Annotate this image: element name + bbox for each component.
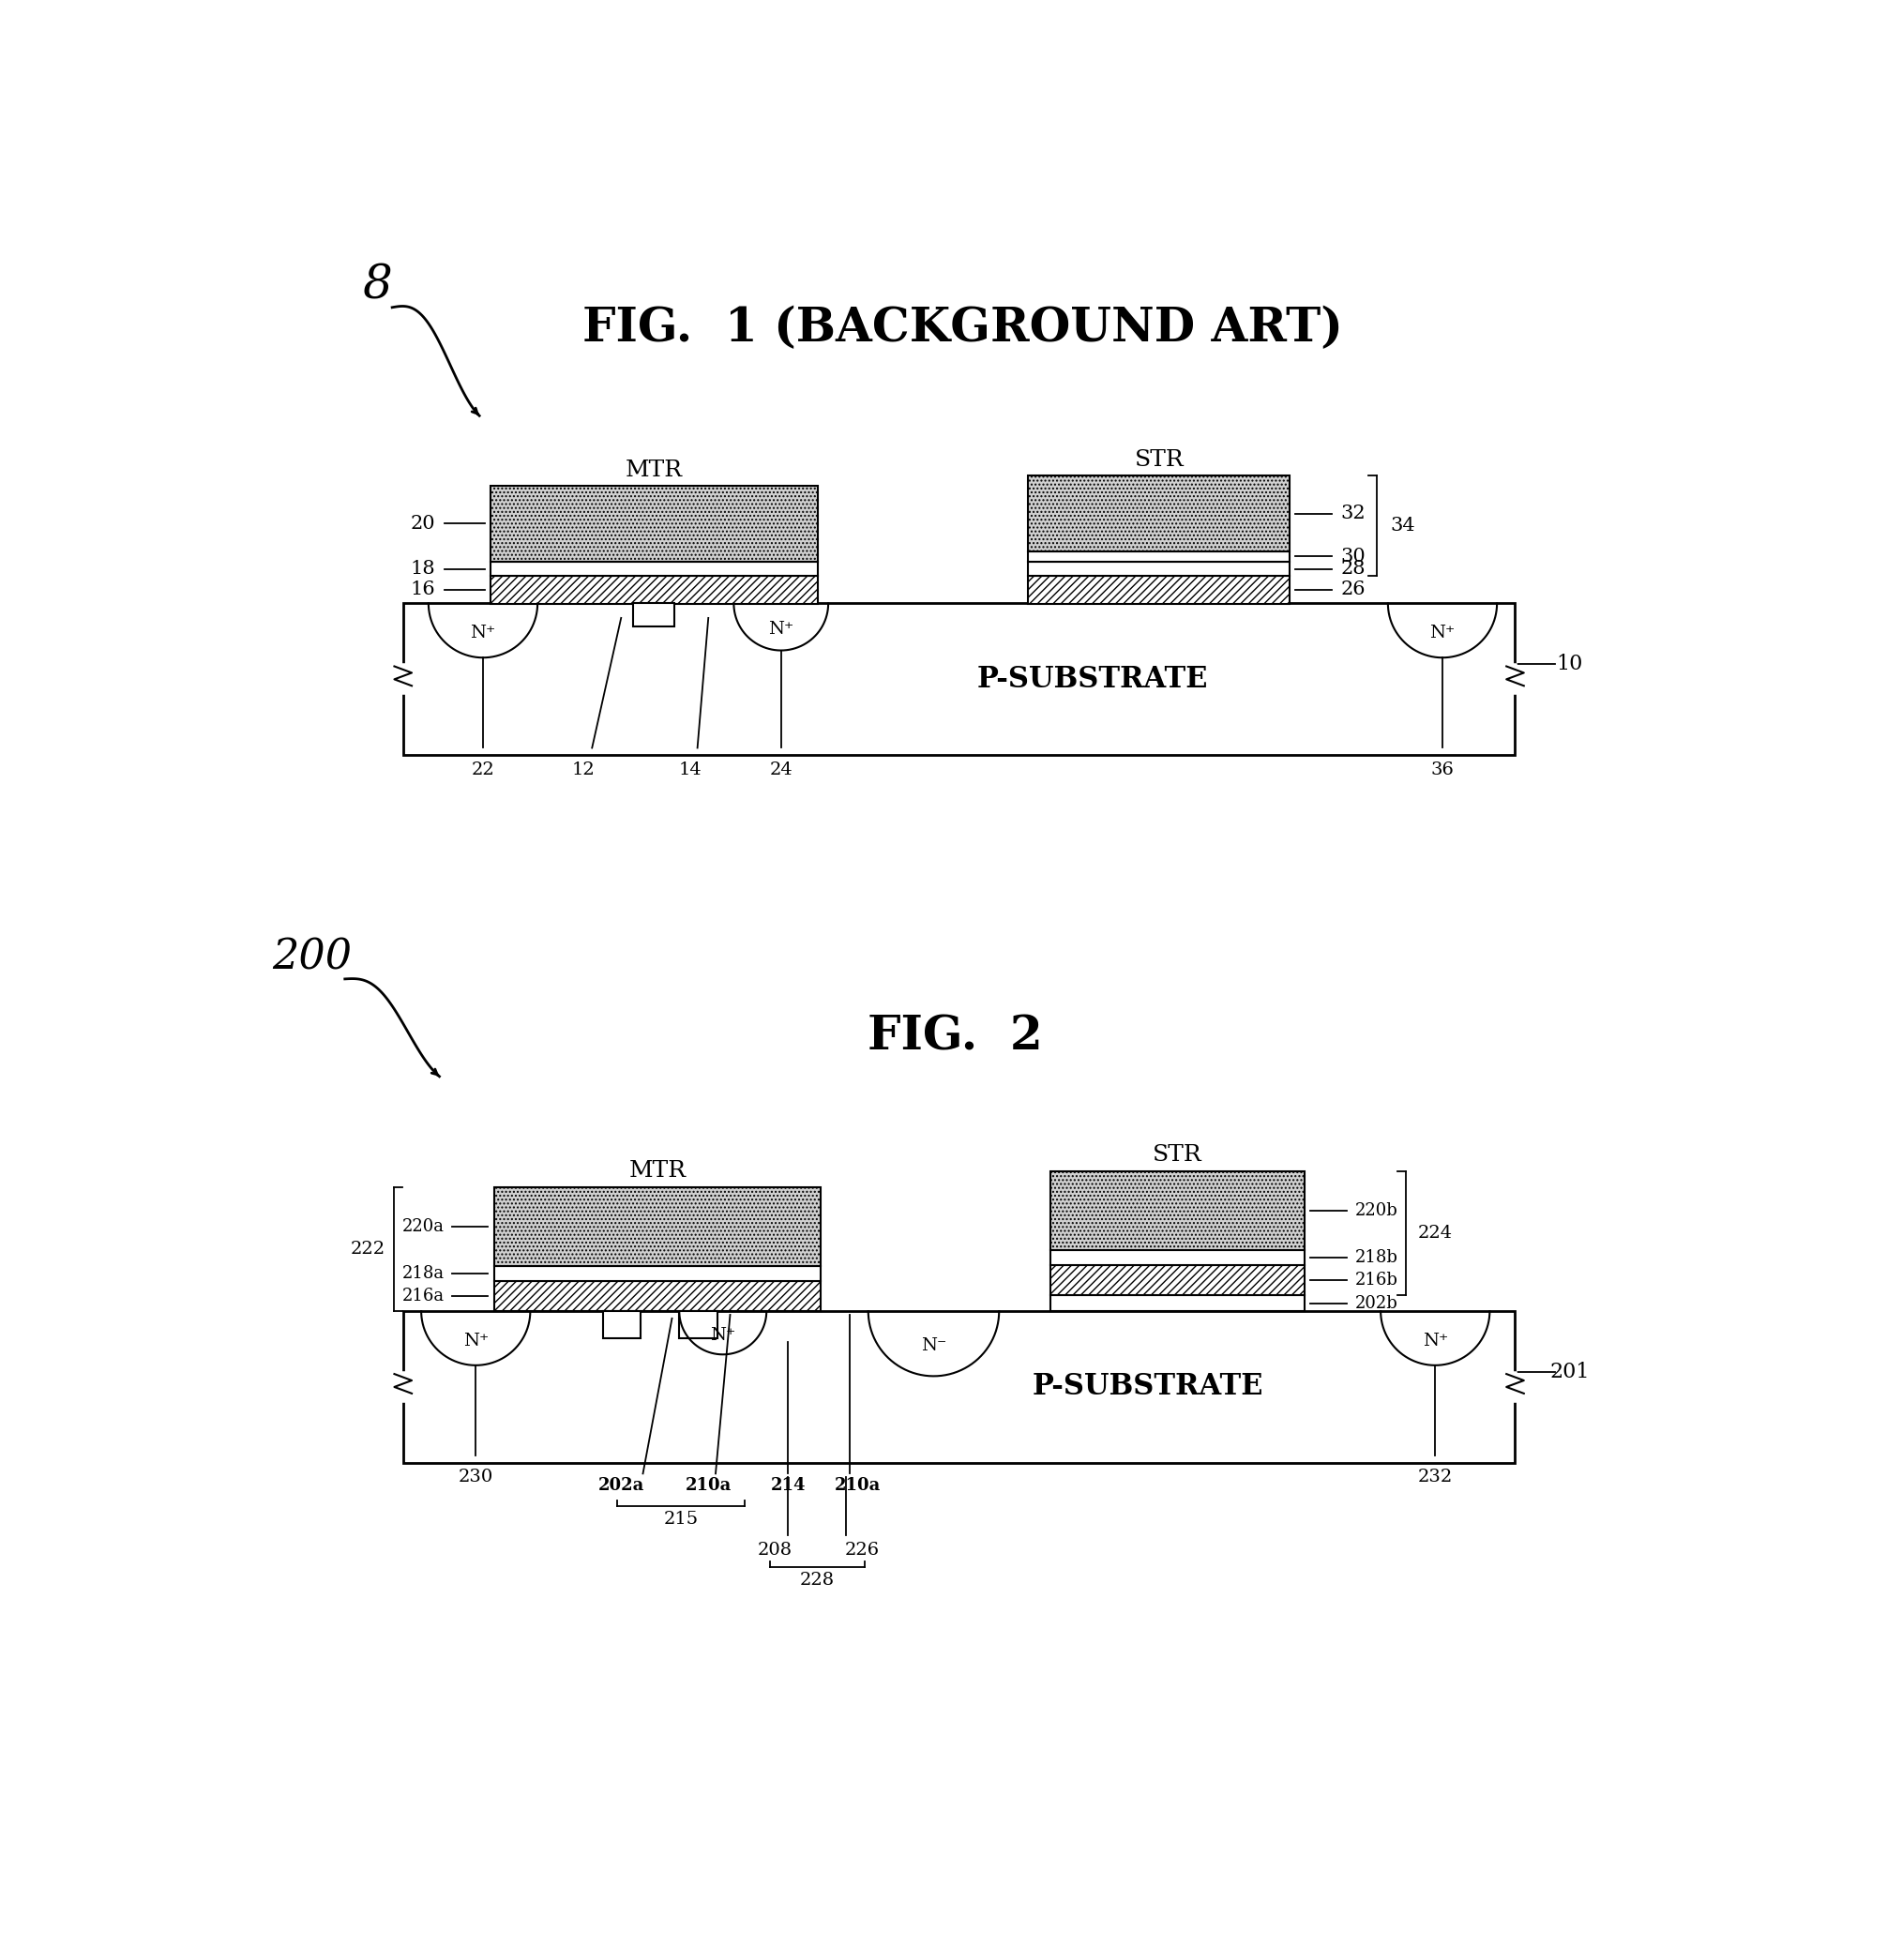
Bar: [1049, 1170, 1304, 1250]
Bar: [1028, 476, 1291, 551]
Text: N⁻: N⁻: [921, 1337, 947, 1354]
Text: 220b: 220b: [1355, 1201, 1398, 1219]
Text: 8: 8: [362, 263, 392, 310]
Bar: [494, 1188, 821, 1266]
Bar: [1049, 1296, 1304, 1311]
Text: 220a: 220a: [402, 1219, 445, 1235]
Text: 18: 18: [409, 561, 436, 578]
Text: 10: 10: [1557, 655, 1583, 674]
Text: 218a: 218a: [402, 1264, 445, 1282]
Bar: [404, 1311, 1515, 1462]
Text: 228: 228: [800, 1572, 834, 1590]
Bar: [494, 1266, 821, 1280]
Text: 26: 26: [1340, 580, 1366, 598]
Bar: [491, 486, 817, 563]
Text: 226: 226: [845, 1543, 879, 1558]
Text: 208: 208: [759, 1543, 793, 1558]
Text: 202a: 202a: [598, 1478, 643, 1494]
Bar: [1028, 576, 1291, 604]
Text: 214: 214: [770, 1478, 806, 1494]
Bar: [491, 563, 817, 576]
Text: 222: 222: [351, 1241, 385, 1258]
Text: 201: 201: [1549, 1362, 1589, 1382]
Bar: [1049, 1264, 1304, 1296]
Text: 218b: 218b: [1355, 1249, 1398, 1266]
Text: N⁺: N⁺: [1430, 625, 1455, 641]
Bar: [1049, 1250, 1304, 1264]
Text: 20: 20: [409, 515, 436, 533]
Text: 224: 224: [1417, 1225, 1453, 1241]
Text: 24: 24: [770, 760, 793, 778]
Text: STR: STR: [1153, 1145, 1202, 1166]
Text: FIG.  2: FIG. 2: [868, 1013, 1044, 1060]
Text: 216b: 216b: [1355, 1272, 1398, 1288]
Bar: [604, 1311, 642, 1339]
Text: 30: 30: [1340, 547, 1366, 564]
Bar: [1028, 563, 1291, 576]
Text: 200: 200: [272, 937, 353, 978]
Text: FIG.  1 (BACKGROUND ART): FIG. 1 (BACKGROUND ART): [583, 306, 1344, 353]
Text: 210a: 210a: [685, 1478, 732, 1494]
Bar: [404, 604, 1515, 755]
Text: 215: 215: [664, 1511, 698, 1527]
Text: 16: 16: [409, 580, 436, 598]
Text: 216a: 216a: [402, 1288, 445, 1305]
Text: N⁺: N⁺: [1423, 1333, 1447, 1350]
Bar: [679, 1311, 717, 1339]
Text: N⁺: N⁺: [710, 1327, 736, 1345]
Bar: [494, 1280, 821, 1311]
Text: N⁺: N⁺: [462, 1333, 489, 1350]
Text: N⁺: N⁺: [768, 621, 794, 637]
Bar: [491, 576, 817, 604]
Bar: [634, 604, 674, 627]
Text: 14: 14: [679, 760, 702, 778]
Text: 232: 232: [1417, 1468, 1453, 1486]
Text: 202b: 202b: [1355, 1296, 1398, 1311]
Text: MTR: MTR: [625, 459, 683, 480]
Bar: [1028, 551, 1291, 563]
Text: 32: 32: [1340, 504, 1366, 523]
Text: 230: 230: [459, 1468, 493, 1486]
Text: 22: 22: [472, 760, 494, 778]
Text: P-SUBSTRATE: P-SUBSTRATE: [977, 664, 1208, 694]
Text: MTR: MTR: [628, 1160, 687, 1182]
Text: STR: STR: [1134, 449, 1183, 470]
Text: N⁺: N⁺: [470, 625, 496, 641]
Text: 34: 34: [1391, 517, 1415, 535]
Text: 36: 36: [1430, 760, 1455, 778]
Text: P-SUBSTRATE: P-SUBSTRATE: [1032, 1372, 1264, 1401]
Text: 28: 28: [1340, 561, 1366, 578]
Text: 210a: 210a: [834, 1478, 881, 1494]
Text: 12: 12: [572, 760, 594, 778]
